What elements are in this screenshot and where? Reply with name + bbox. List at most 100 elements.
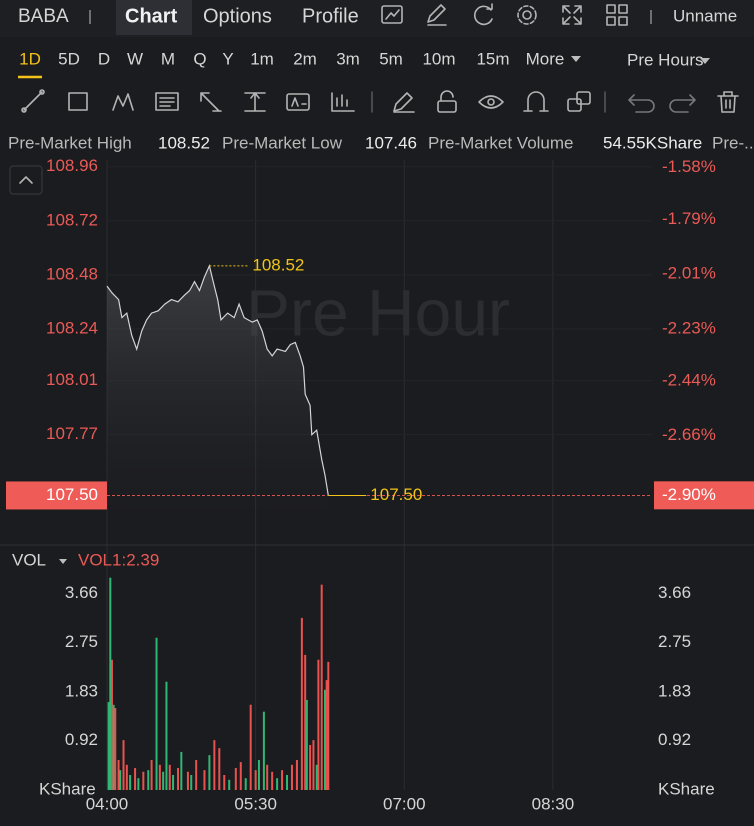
tool-icon[interactable] [331,92,355,112]
stats-row: Pre-Market High 108.52 Pre-Market Low 107.4… [8,133,754,152]
low-label: 107.50 [370,485,422,504]
timeframe[interactable]: 3m [336,49,360,68]
volume-bar [327,661,330,790]
volume-bar [114,707,117,790]
timeframe[interactable]: 5D [58,49,80,68]
tool-icon[interactable] [523,91,549,112]
volume-bar [234,768,237,790]
volume-bar [158,764,161,790]
high-label: 108.52 [252,255,304,274]
dropdown-caret[interactable] [700,58,710,64]
tool-icon[interactable] [393,92,415,113]
volume-bar [137,778,140,790]
toolbar-icons [381,3,628,26]
timeframe[interactable]: 10m [422,49,455,68]
collapse-button[interactable] [9,165,43,195]
volume-bar [315,764,318,790]
volume-bar [239,762,242,790]
y-tick-label: 108.24 [46,318,98,337]
volume-bar [290,764,293,790]
icon[interactable] [562,5,582,25]
stat-label: Pre-Market High [8,133,132,152]
stat-value: 108.52 [158,133,210,152]
price-area [107,265,329,545]
volume-bar [134,768,137,790]
timeframe[interactable]: M [161,49,175,68]
volume-bar [142,771,145,790]
timeframe[interactable]: 2m [293,49,317,68]
volume-reading: VOL1:2.39 [78,550,159,569]
tool-icon[interactable] [286,93,310,111]
volume-bar [147,770,150,790]
y-tick-label: 2.75 [65,632,98,651]
icon[interactable] [427,4,447,26]
watermark: Pre Hour [246,275,510,349]
tool-icon[interactable] [717,91,739,113]
timeframe[interactable]: 1m [250,49,274,68]
tool-icon[interactable] [112,93,134,111]
volume-bar [213,740,216,790]
volume-bar [244,778,247,790]
icon[interactable] [381,5,403,24]
volume-bar [276,778,279,790]
tool-icon[interactable] [244,92,266,112]
volume-bar [155,637,158,790]
timeframe[interactable]: W [127,49,143,68]
volume-bar [249,704,252,790]
tool-icon[interactable] [478,95,504,109]
tool-icon[interactable] [200,92,222,112]
volume-bar [257,759,260,790]
timeframe[interactable]: 1D [19,49,41,68]
timeframe[interactable]: 5m [379,49,403,68]
volume-bar [324,689,326,790]
stat-label: Pre-... [712,133,754,152]
tool-icon[interactable] [669,94,696,113]
timeframe[interactable]: Q [193,49,206,68]
tool-icon[interactable] [155,92,179,111]
x-tick-label: 04:00 [86,794,129,813]
icon[interactable] [473,3,493,26]
tool-icon[interactable] [437,90,457,113]
volume-unit: KShare [658,779,715,798]
volume-bar [223,774,226,790]
volume-bar [162,771,165,790]
volume-bar [177,768,180,790]
y2-tick-label: 0.92 [658,730,691,749]
icon[interactable] [606,4,628,26]
y-tick-label: 107.77 [46,424,98,443]
timeframe[interactable]: 15m [476,49,509,68]
tab[interactable]: Profile [302,5,359,27]
dropdown-caret[interactable] [59,559,67,564]
volume-bar [228,779,231,790]
tool-icon[interactable] [567,91,591,112]
tool-icon[interactable] [628,94,655,113]
volume-bar [112,704,115,790]
timeframe[interactable]: More [526,49,565,68]
last-change-label: -2.90% [662,485,716,504]
volume-bar [107,702,110,790]
y-tick-label: 108.96 [46,156,98,175]
volume-bar [168,764,171,790]
layout-name[interactable]: Unname [673,6,737,25]
session-selector[interactable]: Pre Hours [627,50,704,69]
timeframe[interactable]: D [98,49,110,68]
price-pane: 108.96 108.72 108.48 108.24 108.01 107.77 -1.5… [6,156,754,790]
y2-tick-label: -1.58% [662,157,716,176]
active-tab-bg [116,0,192,35]
timeframe[interactable]: Y [222,49,233,68]
icon[interactable] [517,5,537,25]
last-price-box [6,481,107,510]
x-tick-label: 08:30 [532,794,575,813]
volume-indicator[interactable]: VOL [12,550,46,569]
tab[interactable]: Options [203,5,272,27]
volume-unit: KShare [39,779,96,798]
volume-bar [150,759,153,790]
tool-icon[interactable] [68,92,88,111]
dropdown-caret[interactable] [571,56,581,62]
timeframe-row: 1D 5D D W M Q Y 1m 2m 3m 5m 10m 15m More [19,49,564,68]
volume-bar [203,770,206,790]
tool-icon[interactable] [21,89,45,113]
ticker[interactable]: BABA [18,6,69,27]
tab[interactable]: Chart [125,5,178,27]
